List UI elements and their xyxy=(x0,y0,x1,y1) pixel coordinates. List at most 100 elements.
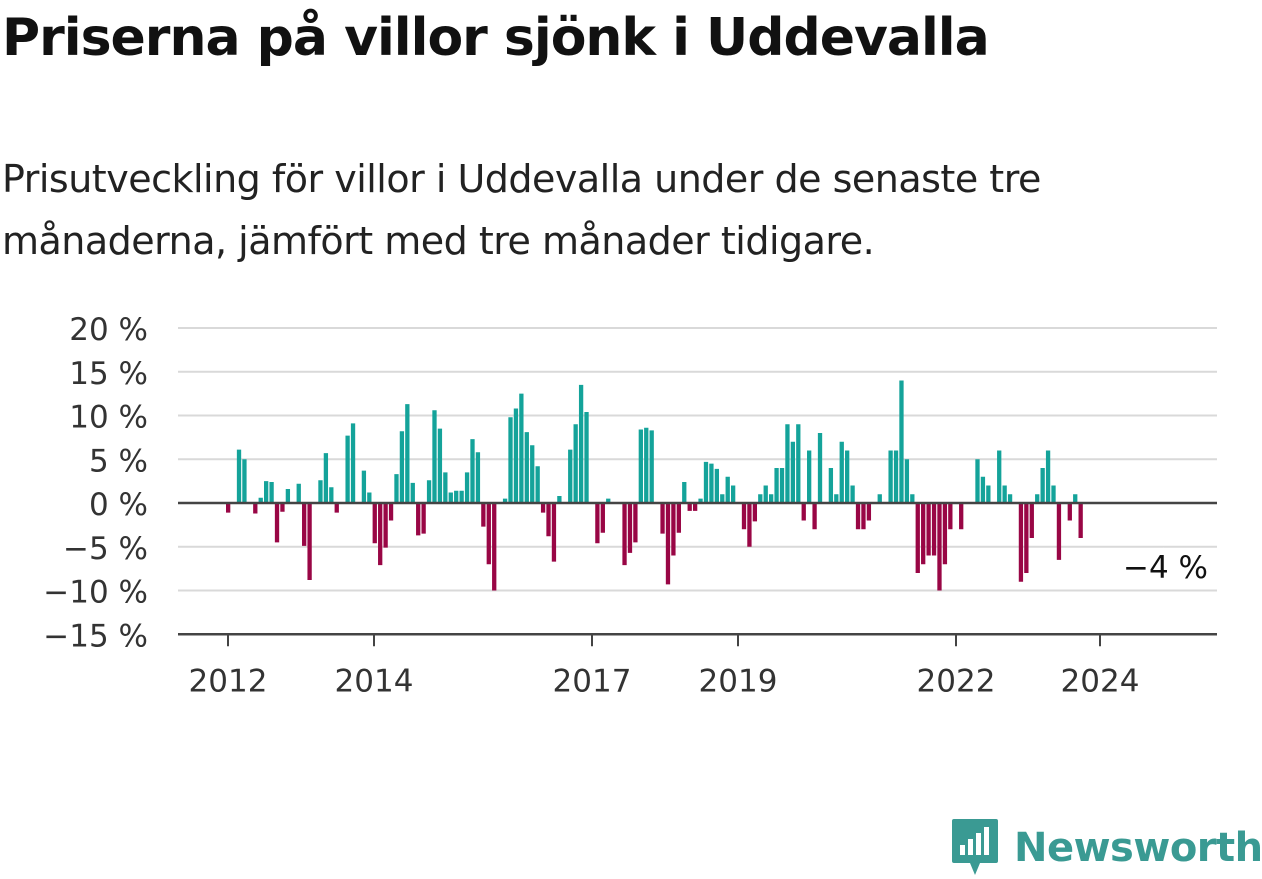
bar xyxy=(817,433,823,503)
bar xyxy=(388,503,394,521)
bar xyxy=(1045,450,1051,503)
bar xyxy=(1056,503,1062,560)
bar xyxy=(937,503,942,591)
bar xyxy=(530,445,535,503)
bar xyxy=(633,503,638,543)
bar xyxy=(926,503,931,556)
bar xyxy=(296,483,301,503)
bar xyxy=(226,503,231,513)
bar xyxy=(540,503,546,513)
bar xyxy=(790,441,796,503)
bar xyxy=(959,503,964,530)
bar xyxy=(660,503,665,534)
bar xyxy=(888,450,893,503)
x-tick-label: 2019 xyxy=(699,663,778,699)
bar xyxy=(557,496,562,503)
bar xyxy=(779,468,785,503)
bar xyxy=(975,459,980,503)
bar xyxy=(1051,485,1056,503)
bar xyxy=(904,459,910,503)
bar xyxy=(644,427,649,503)
bar xyxy=(242,459,247,503)
bar xyxy=(524,432,529,504)
bar xyxy=(600,503,605,533)
chart-subtitle: Prisutveckling för villor i Uddevalla un… xyxy=(2,157,1041,263)
bar xyxy=(274,503,280,543)
bar xyxy=(448,492,453,503)
bar xyxy=(253,503,258,514)
bar xyxy=(1024,503,1029,573)
bar xyxy=(426,480,432,503)
bar xyxy=(980,476,986,503)
y-tick-label: −5 % xyxy=(63,531,148,567)
bar xyxy=(741,503,747,530)
bar xyxy=(269,482,274,503)
bar xyxy=(807,450,812,503)
bar xyxy=(649,430,654,504)
bar xyxy=(812,503,817,530)
bar xyxy=(405,404,410,504)
bar xyxy=(481,503,486,527)
bar xyxy=(725,476,730,503)
bar xyxy=(747,503,752,547)
bar xyxy=(437,428,443,504)
bar xyxy=(584,412,589,503)
bar-chart: 20 %15 %10 %5 %0 %−5 %−10 %−15 % 2012 201… xyxy=(43,312,1217,699)
bar xyxy=(519,393,524,504)
bar xyxy=(568,449,573,504)
bar xyxy=(1067,503,1072,521)
bar xyxy=(606,498,611,504)
bar xyxy=(578,384,584,504)
bar xyxy=(1018,503,1024,582)
bar-series xyxy=(226,380,1083,591)
bar xyxy=(595,503,600,544)
bar xyxy=(470,439,475,504)
bar xyxy=(893,450,899,503)
bar xyxy=(1035,494,1040,503)
bar xyxy=(1002,485,1007,503)
bar xyxy=(899,380,904,503)
bar xyxy=(367,492,372,503)
y-tick-label: −10 % xyxy=(43,575,148,611)
x-tick-label: 2014 xyxy=(335,663,414,699)
bar xyxy=(394,474,399,504)
bar xyxy=(714,468,719,504)
bar xyxy=(942,503,948,565)
bar xyxy=(513,408,519,503)
bar xyxy=(687,503,692,511)
bar xyxy=(459,490,464,503)
bar xyxy=(828,468,834,503)
bar xyxy=(931,503,937,556)
bar xyxy=(769,494,774,503)
bar xyxy=(866,503,872,521)
bar xyxy=(535,466,540,503)
bar xyxy=(834,494,839,503)
gridlines xyxy=(178,327,1217,592)
y-tick-label: 20 % xyxy=(69,312,148,348)
bar xyxy=(709,463,714,504)
bar xyxy=(855,503,861,530)
brand-name: Newsworthy xyxy=(1014,825,1262,871)
bar xyxy=(334,503,339,513)
bar xyxy=(302,503,307,546)
y-tick-label: 10 % xyxy=(69,400,148,436)
bar xyxy=(758,494,763,503)
bar xyxy=(796,424,801,503)
bar xyxy=(546,503,551,537)
x-tick-label: 2024 xyxy=(1061,663,1140,699)
bar xyxy=(285,489,291,503)
bar xyxy=(280,503,285,512)
bar xyxy=(258,497,263,503)
bar xyxy=(464,472,470,504)
bar xyxy=(502,498,508,504)
brand-footer: Newsworthy xyxy=(950,818,1262,878)
annotations: −4 % xyxy=(1120,547,1211,589)
bar xyxy=(1078,503,1083,538)
bar xyxy=(703,461,709,504)
bar xyxy=(763,485,768,503)
bar xyxy=(443,472,448,504)
bar xyxy=(361,470,367,504)
bar xyxy=(730,485,736,503)
bar xyxy=(551,503,557,562)
bar xyxy=(475,452,481,503)
